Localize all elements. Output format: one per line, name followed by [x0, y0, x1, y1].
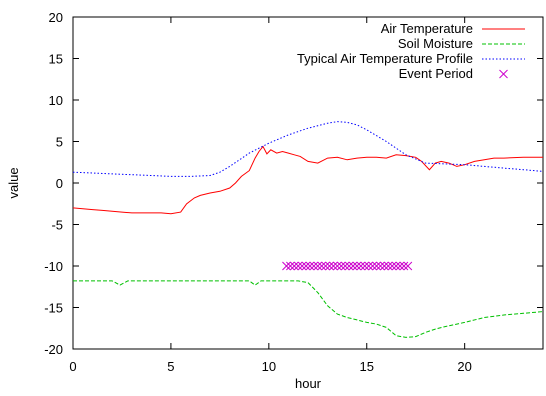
marker-stroke	[336, 261, 346, 271]
series-line-air-temperature	[72, 145, 543, 215]
axis-ticks: 0 5 10 15 20 -20 -15 -10 -5 0 5 10 15 20	[44, 10, 543, 374]
marker-stroke	[395, 261, 405, 271]
event-marker	[344, 261, 354, 271]
marker-stroke	[309, 261, 319, 271]
marker-stroke	[317, 261, 327, 271]
marker-stroke	[301, 261, 311, 271]
y-tick-label: 15	[49, 52, 63, 67]
y-axis-label: value	[6, 167, 21, 198]
marker-stroke	[368, 261, 377, 271]
event-marker	[321, 261, 330, 271]
event-marker	[387, 261, 397, 271]
legend-label: Typical Air Temperature Profile	[297, 51, 473, 66]
event-marker	[325, 261, 334, 271]
marker-stroke	[333, 261, 342, 271]
y-tick-label: 5	[56, 135, 63, 150]
event-marker	[340, 261, 350, 271]
marker-stroke	[352, 261, 362, 271]
marker-stroke	[364, 261, 374, 271]
x-tick-label: 5	[167, 359, 174, 374]
marker-stroke	[286, 261, 295, 271]
marker-stroke	[403, 261, 413, 271]
legend-label: Soil Moisture	[398, 36, 473, 51]
event-marker	[289, 261, 299, 271]
marker-stroke	[387, 261, 397, 271]
event-marker	[383, 261, 393, 271]
marker-stroke	[376, 261, 385, 271]
marker-stroke	[293, 261, 303, 271]
series-line-typical-air-temperature-profile	[72, 121, 544, 177]
event-marker	[352, 261, 362, 271]
event-marker	[360, 261, 370, 271]
marker-stroke	[356, 261, 366, 271]
y-tick-label: 20	[49, 10, 63, 25]
marker-stroke	[348, 261, 358, 271]
legend-item: Air Temperature	[381, 21, 525, 36]
marker-stroke	[297, 261, 307, 271]
event-marker	[282, 261, 291, 271]
event-marker	[286, 261, 295, 271]
event-marker	[301, 261, 311, 271]
marker-stroke	[372, 261, 381, 271]
marker-stroke	[499, 69, 508, 79]
event-marker	[305, 261, 315, 271]
event-marker	[336, 261, 346, 271]
series-event-period	[282, 261, 413, 271]
event-marker	[399, 261, 409, 271]
marker-stroke	[383, 261, 393, 271]
event-marker	[395, 261, 405, 271]
y-tick-label: -20	[44, 342, 63, 357]
series-layer	[72, 121, 544, 338]
marker-stroke	[391, 261, 401, 271]
y-tick-label: 10	[49, 93, 63, 108]
legend-item: Soil Moisture	[398, 36, 525, 51]
event-marker	[297, 261, 307, 271]
marker-stroke	[282, 261, 291, 271]
legend-label: Air Temperature	[381, 21, 473, 36]
event-marker	[313, 261, 323, 271]
x-tick-label: 15	[360, 359, 374, 374]
event-marker	[403, 261, 413, 271]
event-marker	[309, 261, 319, 271]
marker-stroke	[344, 261, 354, 271]
marker-stroke	[313, 261, 323, 271]
marker-stroke	[289, 261, 299, 271]
marker-stroke	[325, 261, 334, 271]
marker-stroke	[329, 261, 338, 271]
marker-stroke	[305, 261, 315, 271]
event-marker	[333, 261, 342, 271]
event-marker	[356, 261, 366, 271]
event-marker	[348, 261, 358, 271]
marker-stroke	[340, 261, 350, 271]
event-marker	[293, 261, 303, 271]
x-tick-label: 20	[457, 359, 471, 374]
y-tick-label: -10	[44, 259, 63, 274]
event-marker	[364, 261, 374, 271]
event-marker	[376, 261, 385, 271]
event-marker	[380, 261, 389, 271]
x-tick-label: 10	[262, 359, 276, 374]
legend-item: Event Period	[399, 66, 508, 81]
x-axis-label: hour	[295, 376, 322, 391]
event-marker	[391, 261, 401, 271]
y-tick-label: -5	[51, 218, 63, 233]
marker-stroke	[321, 261, 330, 271]
event-marker	[329, 261, 338, 271]
x-tick-label: 0	[69, 359, 76, 374]
marker-stroke	[399, 261, 409, 271]
legend-item: Typical Air Temperature Profile	[297, 51, 525, 66]
y-tick-label: 0	[56, 176, 63, 191]
event-marker	[372, 261, 381, 271]
legend-label: Event Period	[399, 66, 473, 81]
legend-marker	[499, 69, 508, 79]
y-tick-label: -15	[44, 301, 63, 316]
marker-stroke	[360, 261, 370, 271]
marker-stroke	[380, 261, 389, 271]
event-marker	[368, 261, 377, 271]
event-marker	[317, 261, 327, 271]
series-line-soil-moisture	[73, 280, 544, 338]
